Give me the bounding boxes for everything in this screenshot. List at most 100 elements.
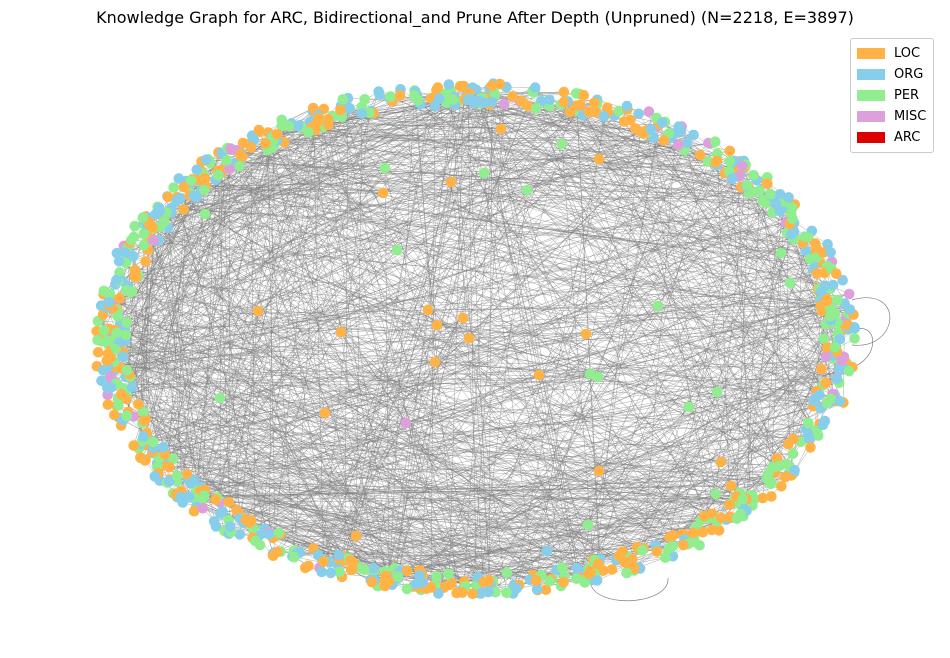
graph-edge	[131, 113, 363, 292]
graph-edge	[438, 111, 571, 594]
graph-edge	[477, 391, 718, 594]
graph-edge	[169, 313, 835, 482]
graph-node	[578, 89, 590, 101]
graph-node	[849, 333, 860, 344]
graph-edge	[597, 328, 855, 565]
graph-edge	[223, 168, 386, 587]
graph-edge	[204, 307, 831, 491]
graph-edge	[373, 86, 461, 571]
graph-node	[579, 577, 591, 588]
graph-node	[511, 583, 523, 594]
graph-node	[507, 91, 518, 102]
graph-node	[541, 545, 553, 557]
graph-edge	[118, 134, 694, 318]
graph-edge	[268, 112, 370, 533]
graph-node	[162, 191, 174, 203]
graph-edge	[144, 113, 639, 461]
graph-edge	[394, 165, 743, 583]
graph-node	[598, 111, 610, 122]
graph-edge	[534, 89, 674, 536]
graph-node	[757, 195, 768, 207]
graph-edge	[472, 104, 505, 594]
graph-edge	[101, 380, 530, 581]
graph-edge	[136, 276, 464, 319]
graph-edge	[407, 214, 792, 572]
graph-edge	[145, 128, 502, 262]
graph-node	[101, 335, 112, 347]
graph-edge	[97, 339, 722, 463]
graph-edge	[155, 214, 195, 481]
graph-node	[757, 492, 769, 504]
graph-edge	[250, 147, 780, 467]
graph-node	[335, 326, 347, 338]
graph-edge	[280, 534, 620, 557]
graph-edge	[157, 467, 795, 473]
graph-edge	[513, 250, 806, 585]
graph-node	[498, 98, 510, 110]
graph-node	[675, 125, 687, 137]
graph-node	[186, 175, 197, 186]
graph-edge	[173, 187, 776, 204]
graph-edge	[167, 227, 245, 523]
graph-edge	[218, 152, 828, 245]
graph-node	[434, 93, 445, 104]
graph-edge	[512, 107, 608, 594]
graph-edge	[234, 163, 515, 585]
graph-edge	[319, 104, 581, 568]
graph-edge	[218, 152, 840, 384]
graph-edge	[598, 422, 809, 472]
graph-node	[175, 192, 186, 204]
graph-node	[377, 187, 389, 199]
graph-edge	[389, 356, 844, 579]
legend-label-org: ORG	[894, 67, 924, 82]
graph-node	[137, 212, 149, 223]
graph-node	[707, 508, 718, 519]
graph-node	[556, 138, 568, 150]
graph-edge	[534, 89, 823, 386]
graph-edge	[563, 307, 831, 583]
graph-edge	[108, 328, 489, 582]
graph-edge	[448, 85, 465, 586]
graph-node	[337, 94, 349, 105]
graph-edge	[116, 252, 814, 407]
graph-node	[159, 216, 170, 227]
graph-node	[664, 542, 675, 554]
graph-edge	[147, 443, 489, 593]
graph-node	[200, 154, 212, 165]
graph-node	[765, 189, 776, 200]
graph-node	[138, 431, 149, 442]
graph-edge	[200, 172, 384, 194]
graph-node	[335, 104, 346, 116]
graph-node	[249, 535, 261, 547]
graph-edge	[108, 109, 341, 386]
graph-edge	[570, 111, 834, 359]
graph-edge	[288, 125, 773, 213]
page-title: Knowledge Graph for ARC, Bidirectional_a…	[96, 8, 854, 27]
graph-node	[775, 247, 787, 259]
graph-node	[225, 521, 236, 533]
graph-edge	[117, 398, 339, 556]
graph-edge	[378, 91, 591, 375]
graph-node	[787, 448, 799, 460]
graph-edge	[118, 333, 365, 570]
graph-node	[467, 588, 478, 600]
graph-node	[786, 229, 797, 240]
graph-node	[253, 124, 265, 136]
graph-edge	[448, 339, 841, 586]
graph-edge	[268, 132, 490, 581]
graph-node	[486, 96, 498, 108]
graph-edge	[152, 293, 850, 454]
graph-edge	[131, 99, 468, 241]
graph-edge	[183, 186, 718, 522]
graph-node	[706, 524, 718, 536]
graph-edge	[109, 294, 820, 396]
graph-node	[191, 164, 203, 175]
graph-node	[121, 364, 133, 376]
graph-edge	[142, 217, 838, 379]
graph-node	[271, 129, 283, 140]
graph-edge	[159, 207, 816, 244]
graph-edge	[176, 180, 187, 482]
graph-node	[774, 189, 786, 200]
graph-node	[799, 231, 810, 242]
graph-edge	[106, 305, 821, 342]
